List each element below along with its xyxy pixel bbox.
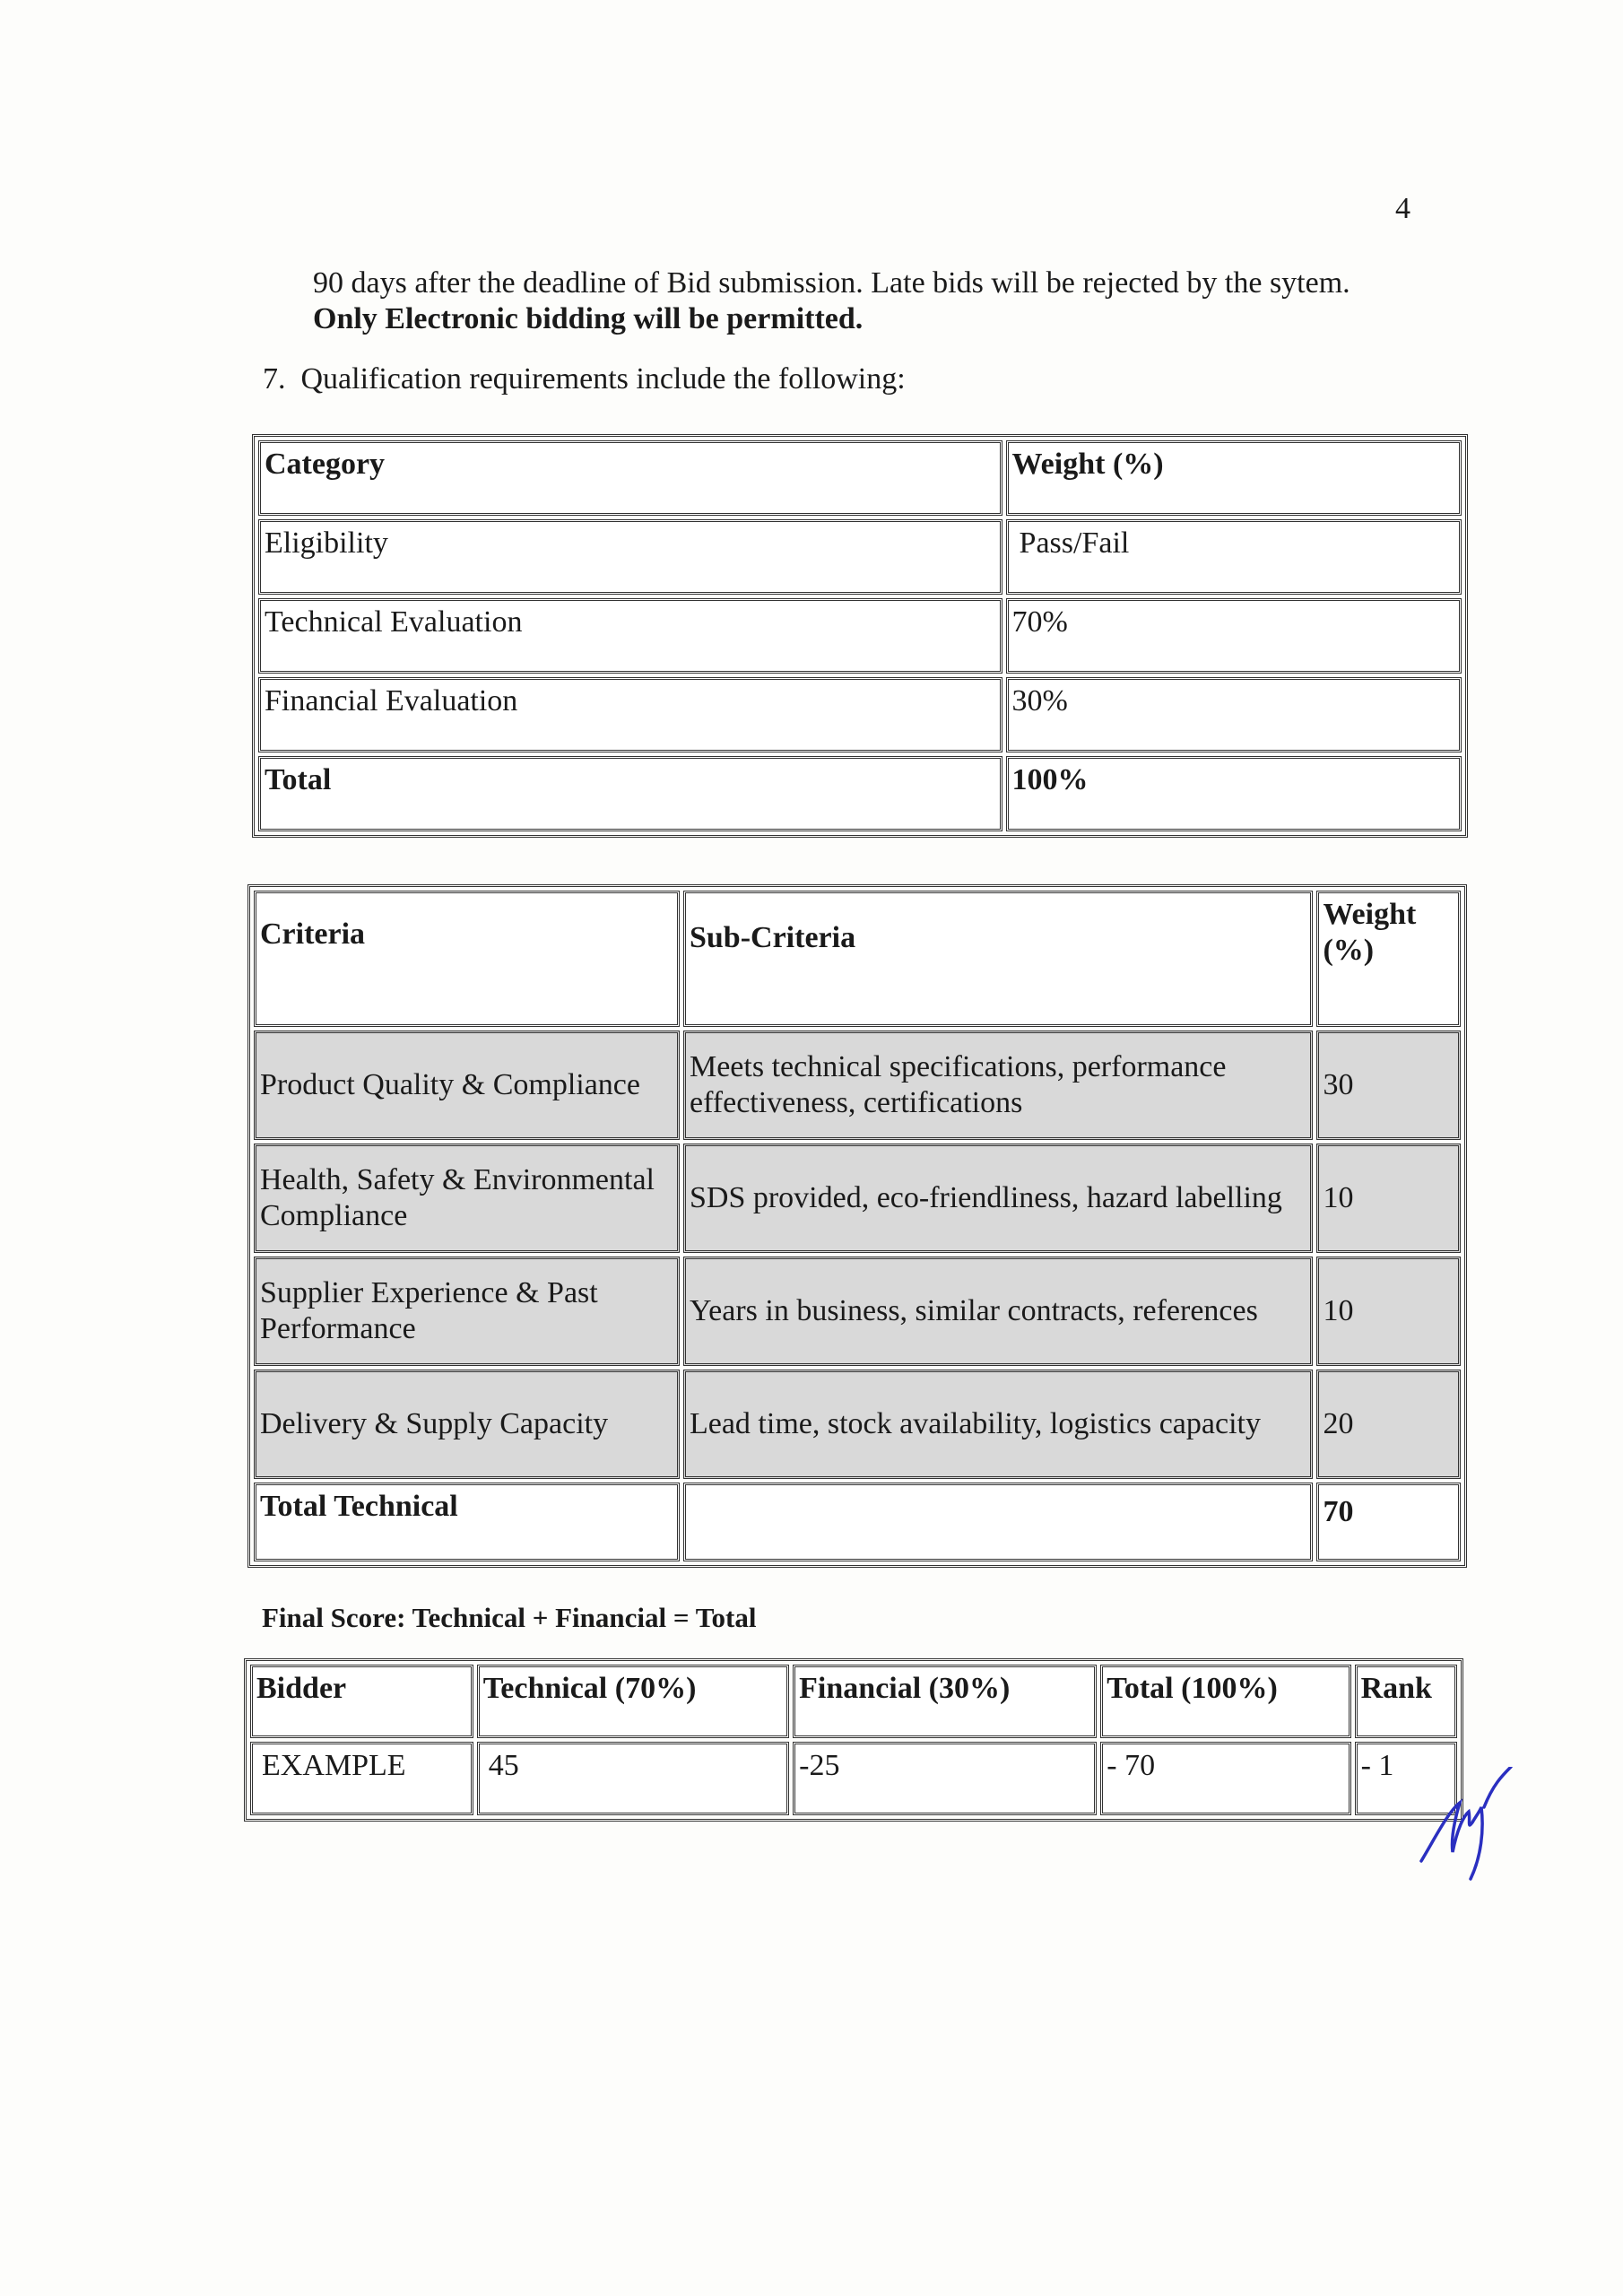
table-row: Supplier Experience & Past Performance Y… (254, 1257, 1461, 1366)
table-row: Product Quality & Compliance Meets techn… (254, 1031, 1461, 1140)
table-header-row: Criteria Sub-Criteria Weight (%) (254, 891, 1461, 1027)
cell: Supplier Experience & Past Performance (254, 1257, 680, 1366)
cell: SDS provided, eco-friendliness, hazard l… (682, 1144, 1314, 1253)
header-cell: Financial (30%) (793, 1665, 1098, 1738)
cell: Financial Evaluation (258, 677, 1002, 752)
header-cell: Category (258, 440, 1002, 516)
cell: 20 (1316, 1370, 1461, 1479)
cell: Years in business, similar contracts, re… (682, 1257, 1314, 1366)
table-row: Technical Evaluation 70% (258, 598, 1462, 674)
table-total-row: Total Technical 70 (254, 1483, 1461, 1561)
final-score-label: Final Score: Technical + Financial = Tot… (262, 1602, 757, 1633)
cell: Total Technical (254, 1483, 680, 1561)
table-row: Health, Safety & Environmental Complianc… (254, 1144, 1461, 1253)
table-row: Eligibility Pass/Fail (258, 519, 1462, 595)
cell: Total (258, 756, 1002, 831)
header-cell: Weight (%) (1005, 440, 1462, 516)
intro-line: 90 days after the deadline of Bid submis… (313, 266, 1350, 300)
cell: EXAMPLE (250, 1742, 473, 1815)
table-row: Financial Evaluation 30% (258, 677, 1462, 752)
item-text: Qualification requirements include the f… (300, 362, 906, 396)
cell: Pass/Fail (1005, 519, 1462, 595)
header-cell: Weight (%) (1316, 891, 1461, 1027)
table-row: Delivery & Supply Capacity Lead time, st… (254, 1370, 1461, 1479)
cell: Technical Evaluation (258, 598, 1002, 674)
cell: -25 (793, 1742, 1098, 1815)
header-cell: Criteria (254, 891, 680, 1027)
header-cell: Bidder (250, 1665, 473, 1738)
intro-paragraph: 90 days after the deadline of Bid submis… (313, 265, 1479, 337)
header-cell: Total (100%) (1100, 1665, 1351, 1738)
cell: Delivery & Supply Capacity (254, 1370, 680, 1479)
header-cell: Technical (70%) (476, 1665, 790, 1738)
cell: - 1 (1354, 1742, 1457, 1815)
table-total-row: Total 100% (258, 756, 1462, 831)
header-cell: Sub-Criteria (682, 891, 1314, 1027)
final-score-table: Bidder Technical (70%) Financial (30%) T… (244, 1658, 1463, 1822)
cell: 30% (1005, 677, 1462, 752)
cell: 45 (476, 1742, 790, 1815)
signature-icon (1419, 1767, 1513, 1881)
header-cell: Rank (1354, 1665, 1457, 1738)
weight-table: Category Weight (%) Eligibility Pass/Fai… (252, 434, 1468, 838)
cell: 70 (1316, 1483, 1461, 1561)
cell: Health, Safety & Environmental Complianc… (254, 1144, 680, 1253)
table-header-row: Category Weight (%) (258, 440, 1462, 516)
list-item-7: 7. Qualification requirements include th… (263, 362, 906, 396)
cell: 30 (1316, 1031, 1461, 1140)
cell: Eligibility (258, 519, 1002, 595)
technical-criteria-table: Criteria Sub-Criteria Weight (%) Product… (247, 884, 1467, 1568)
table-header-row: Bidder Technical (70%) Financial (30%) T… (250, 1665, 1457, 1738)
cell: 10 (1316, 1257, 1461, 1366)
cell: Product Quality & Compliance (254, 1031, 680, 1140)
table-row: EXAMPLE 45 -25 - 70 - 1 (250, 1742, 1457, 1815)
cell: 70% (1005, 598, 1462, 674)
cell: 10 (1316, 1144, 1461, 1253)
page-number: 4 (1395, 192, 1410, 225)
cell: Meets technical specifications, performa… (682, 1031, 1314, 1140)
cell: 100% (1005, 756, 1462, 831)
cell (682, 1483, 1314, 1561)
intro-bold-line: Only Electronic bidding will be permitte… (313, 302, 864, 335)
cell: - 70 (1100, 1742, 1351, 1815)
cell: Lead time, stock availability, logistics… (682, 1370, 1314, 1479)
item-number: 7. (263, 362, 286, 396)
